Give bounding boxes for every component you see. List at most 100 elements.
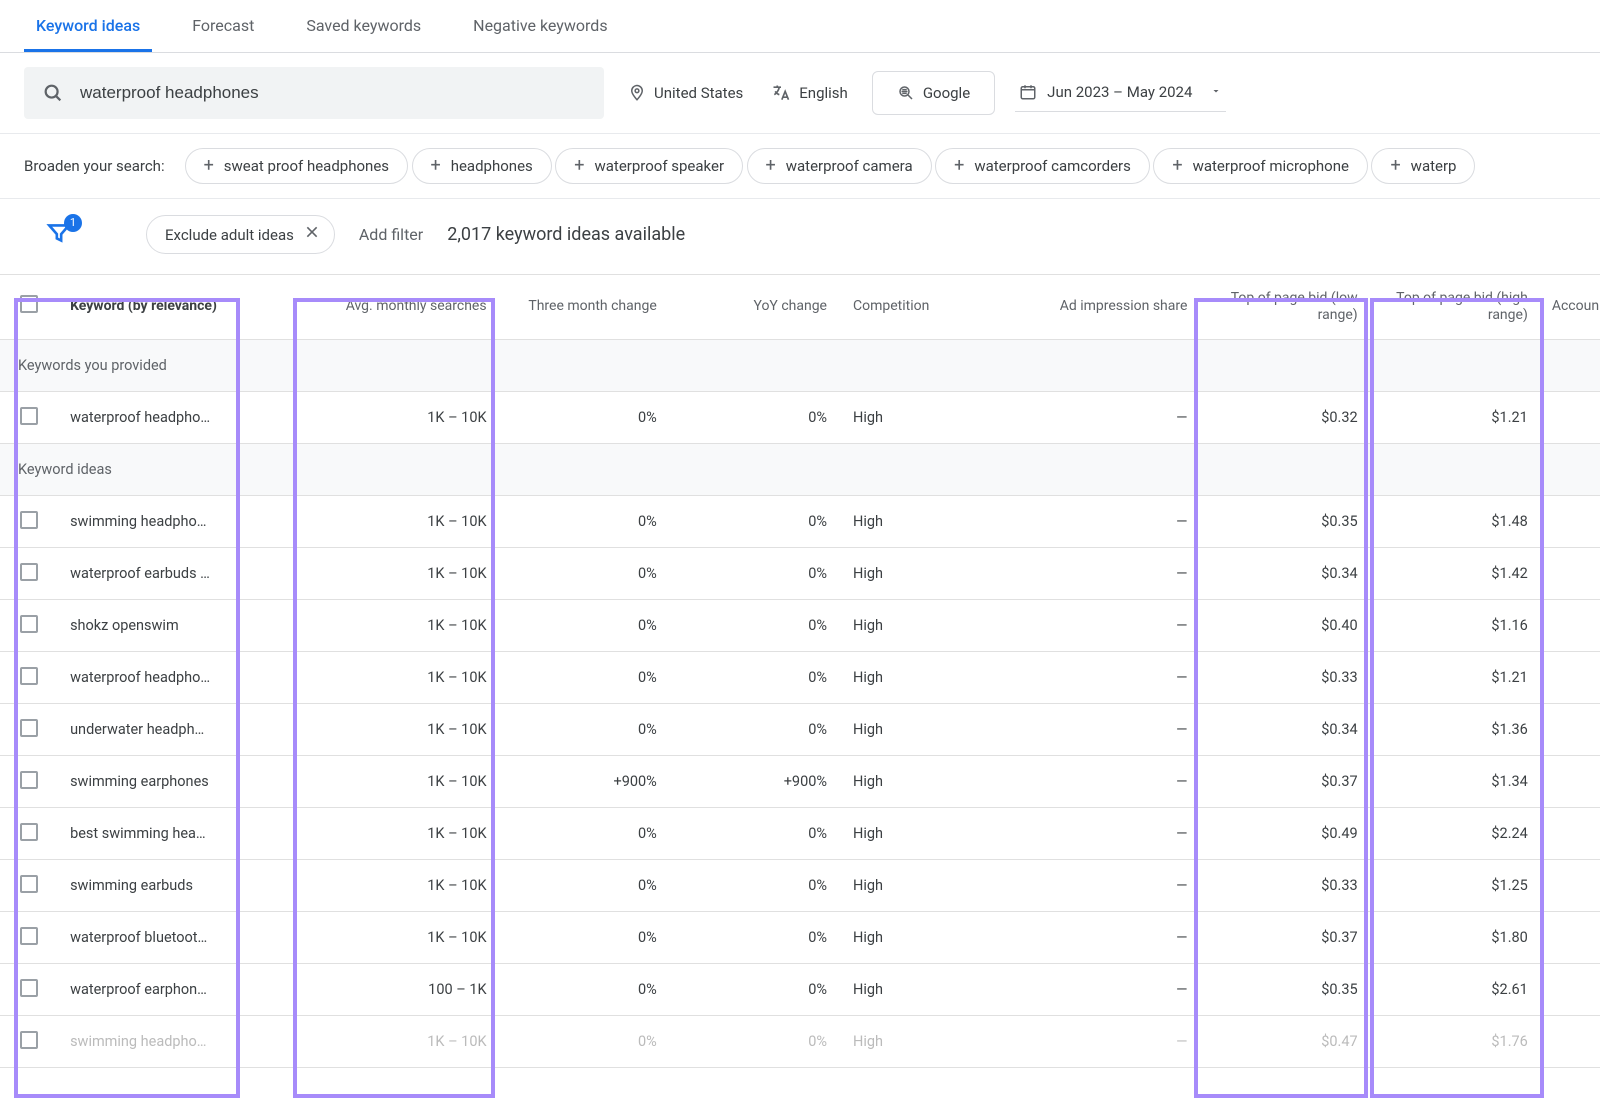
header-competition[interactable]: Competition xyxy=(839,274,1019,340)
cell-spacer xyxy=(238,912,298,964)
filter-count-badge: 1 xyxy=(64,214,82,232)
cell-searches: 1K – 10K xyxy=(298,912,498,964)
cell-low-bid: $0.34 xyxy=(1199,548,1369,600)
row-checkbox[interactable] xyxy=(0,600,58,652)
cell-three-month: +900% xyxy=(499,756,669,808)
date-range-label: Jun 2023 – May 2024 xyxy=(1047,83,1192,101)
cell-yoy: 0% xyxy=(669,808,839,860)
cell-low-bid: $0.40 xyxy=(1199,600,1369,652)
cell-low-bid: $0.35 xyxy=(1199,496,1369,548)
header-ad-impression[interactable]: Ad impression share xyxy=(1019,274,1199,340)
row-checkbox[interactable] xyxy=(0,860,58,912)
chip-label: sweat proof headphones xyxy=(224,157,389,175)
row-checkbox[interactable] xyxy=(0,1016,58,1068)
location-picker[interactable]: United States xyxy=(624,84,747,102)
cell-ad-impression: — xyxy=(1019,964,1199,1016)
section-row: Keywords you provided xyxy=(0,340,1600,392)
cell-competition: High xyxy=(839,496,1019,548)
table-row[interactable]: waterproof bluetoot…1K – 10K0%0%High—$0.… xyxy=(0,912,1600,964)
row-checkbox[interactable] xyxy=(0,912,58,964)
table-row[interactable]: waterproof headpho…1K – 10K0%0%High—$0.3… xyxy=(0,652,1600,704)
filter-bar: 1 Exclude adult ideas Add filter 2,017 k… xyxy=(0,199,1600,274)
table-row[interactable]: underwater headph…1K – 10K0%0%High—$0.34… xyxy=(0,704,1600,756)
cell-searches: 1K – 10K xyxy=(298,548,498,600)
network-icon xyxy=(897,84,915,102)
header-account[interactable]: Accoun xyxy=(1540,274,1600,340)
filter-pill-exclude-adult[interactable]: Exclude adult ideas xyxy=(146,215,335,254)
cell-keyword: waterproof headpho… xyxy=(58,392,238,444)
cell-searches: 1K – 10K xyxy=(298,392,498,444)
filter-icon[interactable]: 1 xyxy=(46,220,72,250)
cell-three-month: 0% xyxy=(499,964,669,1016)
network-label: Google xyxy=(923,84,970,102)
header-three-month[interactable]: Three month change xyxy=(499,274,669,340)
broaden-chip[interactable]: +waterproof speaker xyxy=(555,148,743,184)
plus-icon: + xyxy=(204,157,214,175)
cell-low-bid: $0.49 xyxy=(1199,808,1369,860)
table-row[interactable]: shokz openswim1K – 10K0%0%High—$0.40$1.1… xyxy=(0,600,1600,652)
date-range-picker[interactable]: Jun 2023 – May 2024 xyxy=(1015,75,1226,112)
table-row[interactable]: waterproof earphon…100 – 1K0%0%High—$0.3… xyxy=(0,964,1600,1016)
broaden-chip[interactable]: + sweat proof headphones xyxy=(185,148,408,184)
header-low-bid[interactable]: Top of page bid (low range) xyxy=(1199,274,1369,340)
network-picker[interactable]: Google xyxy=(872,71,995,115)
broaden-chip[interactable]: +waterp xyxy=(1371,148,1475,184)
search-input[interactable] xyxy=(78,82,586,104)
tab-saved-keywords[interactable]: Saved keywords xyxy=(294,0,433,52)
cell-three-month: 0% xyxy=(499,496,669,548)
row-checkbox[interactable] xyxy=(0,392,58,444)
plus-icon: + xyxy=(954,157,964,175)
cell-competition: High xyxy=(839,964,1019,1016)
broaden-chip[interactable]: +waterproof camcorders xyxy=(935,148,1150,184)
row-checkbox[interactable] xyxy=(0,964,58,1016)
cell-searches: 1K – 10K xyxy=(298,756,498,808)
cell-spacer xyxy=(238,704,298,756)
cell-ad-impression: — xyxy=(1019,756,1199,808)
language-picker[interactable]: English xyxy=(767,83,852,103)
row-checkbox[interactable] xyxy=(0,652,58,704)
broaden-chip[interactable]: +waterproof microphone xyxy=(1153,148,1368,184)
cell-spacer xyxy=(238,860,298,912)
row-checkbox[interactable] xyxy=(0,496,58,548)
table-row[interactable]: swimming earbuds1K – 10K0%0%High—$0.33$1… xyxy=(0,860,1600,912)
header-yoy[interactable]: YoY change xyxy=(669,274,839,340)
row-checkbox[interactable] xyxy=(0,756,58,808)
tab-negative-keywords[interactable]: Negative keywords xyxy=(461,0,619,52)
filter-pill-label: Exclude adult ideas xyxy=(165,226,294,244)
broaden-label: Broaden your search: xyxy=(24,157,165,175)
cell-yoy: 0% xyxy=(669,496,839,548)
cell-ad-impression: — xyxy=(1019,912,1199,964)
table-row[interactable]: waterproof headpho…1K – 10K0%0%High—$0.3… xyxy=(0,392,1600,444)
cell-account xyxy=(1540,600,1600,652)
close-icon[interactable] xyxy=(304,224,320,245)
keyword-table: Keyword (by relevance) Avg. monthly sear… xyxy=(0,274,1600,1068)
cell-competition: High xyxy=(839,808,1019,860)
header-searches[interactable]: Avg. monthly searches xyxy=(298,274,498,340)
cell-high-bid: $2.24 xyxy=(1370,808,1540,860)
table-row[interactable]: swimming headpho…1K – 10K0%0%High—$0.47$… xyxy=(0,1016,1600,1068)
calendar-icon xyxy=(1019,83,1037,101)
search-box[interactable] xyxy=(24,67,604,119)
cell-ad-impression: — xyxy=(1019,808,1199,860)
broaden-chip[interactable]: +headphones xyxy=(412,148,552,184)
header-keyword[interactable]: Keyword (by relevance) xyxy=(58,274,238,340)
cell-ad-impression: — xyxy=(1019,548,1199,600)
row-checkbox[interactable] xyxy=(0,808,58,860)
table-row[interactable]: best swimming hea…1K – 10K0%0%High—$0.49… xyxy=(0,808,1600,860)
broaden-chip[interactable]: +waterproof camera xyxy=(747,148,932,184)
header-checkbox[interactable] xyxy=(0,274,58,340)
table-row[interactable]: swimming earphones1K – 10K+900%+900%High… xyxy=(0,756,1600,808)
cell-low-bid: $0.37 xyxy=(1199,756,1369,808)
table-row[interactable]: waterproof earbuds …1K – 10K0%0%High—$0.… xyxy=(0,548,1600,600)
tab-forecast[interactable]: Forecast xyxy=(180,0,266,52)
cell-account xyxy=(1540,704,1600,756)
row-checkbox[interactable] xyxy=(0,548,58,600)
cell-searches: 100 – 1K xyxy=(298,964,498,1016)
cell-ad-impression: — xyxy=(1019,860,1199,912)
header-high-bid[interactable]: Top of page bid (high range) xyxy=(1370,274,1540,340)
table-row[interactable]: swimming headpho…1K – 10K0%0%High—$0.35$… xyxy=(0,496,1600,548)
add-filter-button[interactable]: Add filter xyxy=(359,225,423,244)
row-checkbox[interactable] xyxy=(0,704,58,756)
tab-keyword-ideas[interactable]: Keyword ideas xyxy=(24,0,152,52)
cell-yoy: 0% xyxy=(669,912,839,964)
